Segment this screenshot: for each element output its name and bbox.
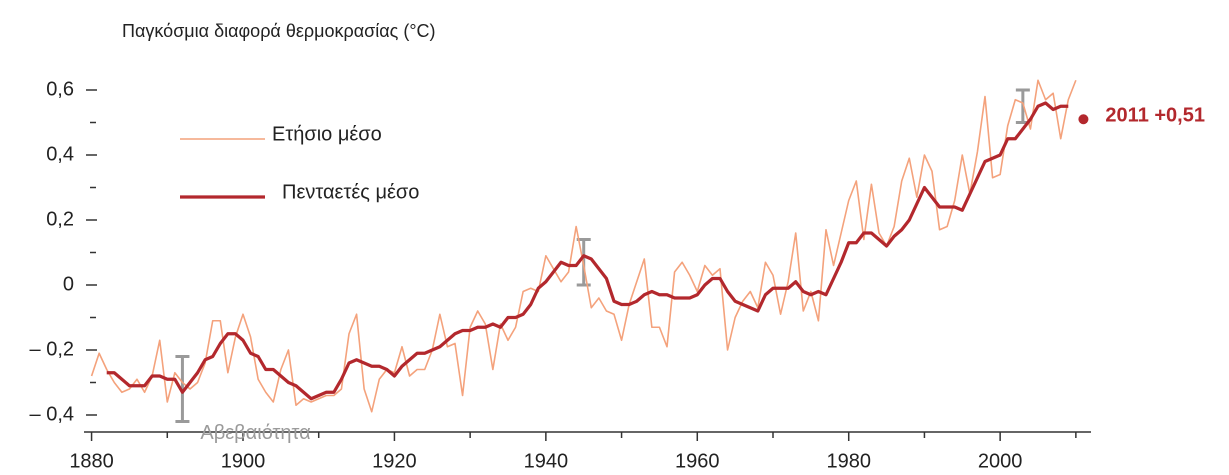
- legend-label: Ετήσιο μέσο: [272, 123, 382, 145]
- x-tick-label: 1900: [221, 450, 266, 472]
- highlight-label: 2011 +0,51: [1105, 105, 1205, 127]
- y-tick-label: – 0,4: [30, 403, 74, 425]
- y-tick-label: – 0,2: [30, 338, 74, 360]
- x-tick-label: 2000: [978, 450, 1023, 472]
- uncertainty-bar: [175, 355, 190, 423]
- x-tick-label: 1880: [69, 450, 114, 472]
- uncertainty-label: Αβεβαιότητα: [200, 422, 310, 444]
- chart-title: Παγκόσμια διαφορά θερμοκρασίας (°C): [122, 21, 436, 41]
- y-tick-label: 0: [63, 273, 74, 295]
- y-tick-label: 0,6: [46, 78, 74, 100]
- series-line: [106, 101, 1069, 401]
- series-line: [90, 79, 1077, 413]
- x-tick-label: 1920: [372, 450, 417, 472]
- highlight-point: [1078, 114, 1089, 125]
- y-tick-label: 0,4: [46, 143, 74, 165]
- x-tick-label: 1960: [675, 450, 720, 472]
- y-tick-label: 0,2: [46, 208, 74, 230]
- legend-label: Πενταετές μέσο: [282, 181, 419, 203]
- x-tick-label: 1980: [826, 450, 871, 472]
- x-tick-label: 1940: [524, 450, 569, 472]
